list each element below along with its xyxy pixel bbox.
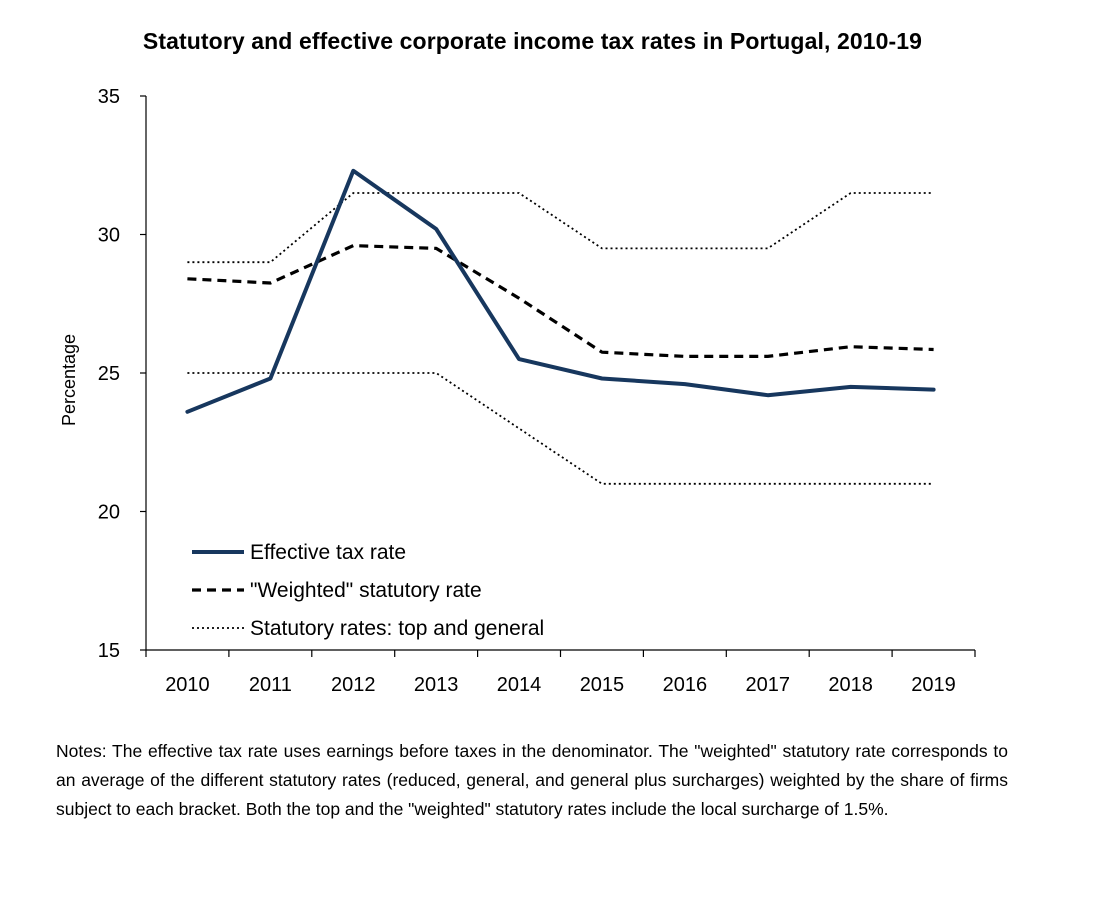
legend-label: Statutory rates: top and general [250,617,544,640]
x-tick-label: 2019 [911,674,956,696]
y-tick-label: 20 [98,502,120,524]
x-tick-label: 2013 [414,674,459,696]
x-tick-label: 2012 [331,674,376,696]
x-tick-label: 2016 [663,674,708,696]
x-tick-label: 2017 [746,674,791,696]
series-line-dashed [187,244,934,358]
x-tick-label: 2010 [165,674,210,696]
y-axis-title: Percentage [59,334,79,426]
y-tick-label: 35 [98,86,120,108]
legend: Effective tax rate "Weighted" statutory r… [192,541,544,640]
chart-notes: Notes: The effective tax rate uses earni… [56,741,1008,819]
x-tick-label: 2014 [497,674,542,696]
chart-title: Statutory and effective corporate income… [142,28,923,54]
series-line-statutory-general [187,372,934,485]
x-tick-label: 2011 [249,674,292,696]
series-line-solid [185,168,936,414]
series-lines [185,168,936,485]
legend-label: "Weighted" statutory rate [250,579,482,602]
x-tick-label: 2015 [580,674,625,696]
x-axis-ticks: 2010 2011 2012 2013 2014 2015 2016 2017 2018 2019 [145,650,976,696]
legend-label: Effective tax rate [250,541,406,564]
x-tick-label: 2018 [828,674,873,696]
series-line-dotted [187,192,934,264]
y-tick-label: 25 [98,363,120,385]
y-tick-label: 15 [98,640,120,662]
y-tick-label: 30 [98,225,120,247]
axes [145,96,975,651]
y-axis-ticks: 15 20 25 30 35 [98,86,146,662]
